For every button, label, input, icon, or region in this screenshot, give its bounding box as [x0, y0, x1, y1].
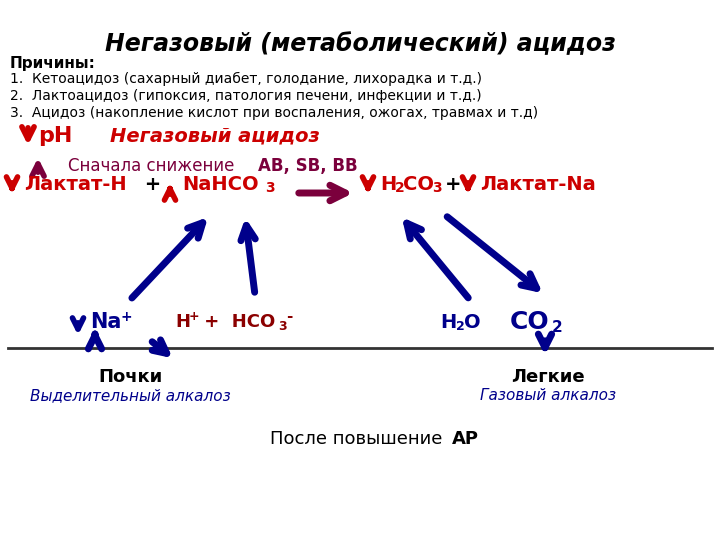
Text: Сначала снижение: Сначала снижение: [68, 157, 240, 175]
Text: Лактат-Na: Лактат-Na: [480, 174, 595, 193]
Text: 3: 3: [278, 321, 287, 334]
Text: -: -: [286, 309, 292, 325]
Text: 3: 3: [432, 181, 441, 195]
Text: 2: 2: [395, 181, 405, 195]
Text: 2: 2: [552, 321, 563, 335]
Text: 1.  Кетоацидоз (сахарный диабет, голодание, лихорадка и т.д.): 1. Кетоацидоз (сахарный диабет, голодани…: [10, 72, 482, 86]
Text: Легкие: Легкие: [511, 368, 585, 386]
Text: +: +: [445, 174, 462, 193]
Text: Негазовый (метаболический) ацидоз: Негазовый (метаболический) ацидоз: [104, 32, 616, 56]
Text: CO: CO: [510, 310, 549, 334]
Text: H: H: [440, 313, 456, 332]
Text: АВ, SB, ВВ: АВ, SB, ВВ: [258, 157, 358, 175]
Text: H: H: [380, 174, 396, 193]
Text: NaHCO: NaHCO: [182, 174, 258, 193]
Text: +  HCO: + HCO: [198, 313, 275, 331]
Text: Причины:: Причины:: [10, 56, 96, 71]
Text: +: +: [138, 174, 168, 193]
Text: 3.  Ацидоз (накопление кислот при воспаления, ожогах, травмах и т.д): 3. Ацидоз (накопление кислот при воспале…: [10, 106, 538, 120]
Text: 3: 3: [265, 181, 274, 195]
Text: Лактат-H: Лактат-H: [24, 174, 127, 193]
Text: Негазовый ацидоз: Негазовый ацидоз: [110, 126, 320, 145]
Text: После повышение: После повышение: [270, 430, 448, 448]
Text: 2: 2: [456, 321, 464, 334]
Text: CO: CO: [403, 174, 434, 193]
Text: Газовый алкалоз: Газовый алкалоз: [480, 388, 616, 403]
Text: pH: pH: [38, 126, 73, 146]
Text: Почки: Почки: [98, 368, 162, 386]
Text: H: H: [175, 313, 190, 331]
Text: 2.  Лактоацидоз (гипоксия, патология печени, инфекции и т.д.): 2. Лактоацидоз (гипоксия, патология пече…: [10, 89, 482, 103]
Text: +: +: [120, 310, 132, 324]
Text: +: +: [189, 310, 199, 323]
Text: Выделительный алкалоз: Выделительный алкалоз: [30, 388, 230, 403]
Text: Na: Na: [90, 312, 122, 332]
Text: O: O: [464, 313, 481, 332]
Text: АР: АР: [452, 430, 479, 448]
